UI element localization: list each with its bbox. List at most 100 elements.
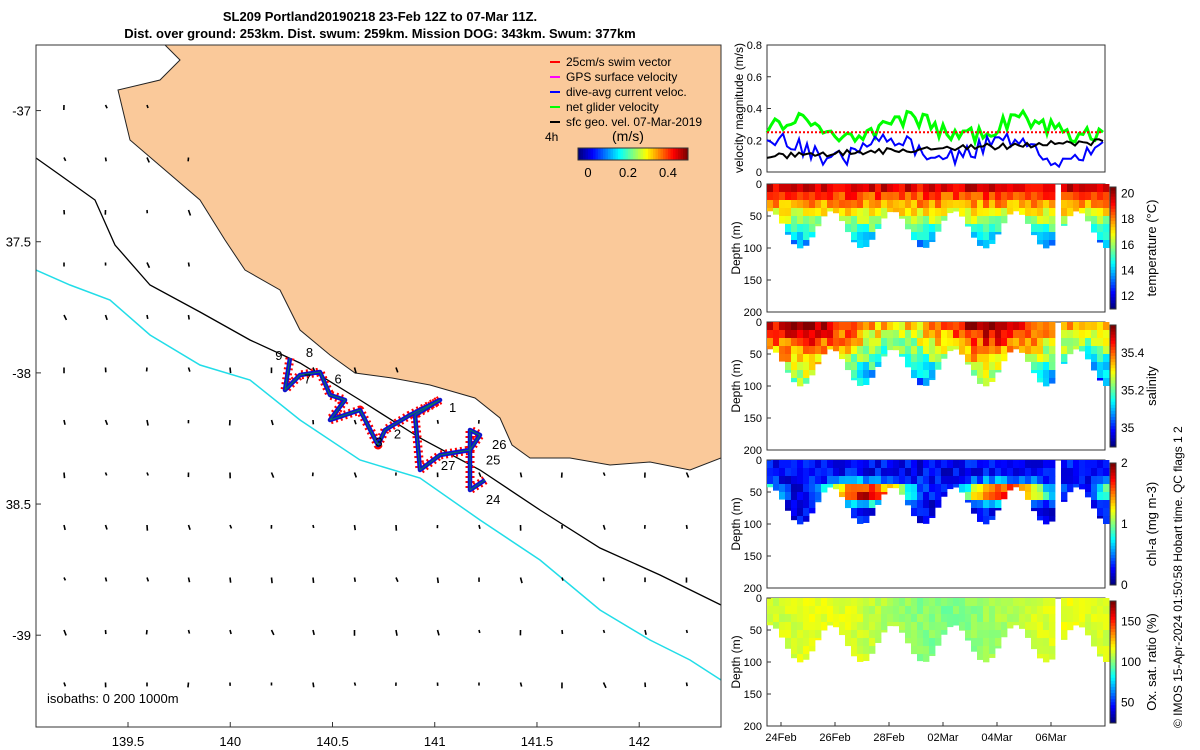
geo-velocity-arrow [519, 577, 523, 584]
section-cell [869, 468, 876, 477]
section-cell [1103, 322, 1110, 331]
section-cell [875, 598, 882, 607]
section-cell [1097, 240, 1104, 243]
section-cell [797, 638, 804, 647]
section-cell [1061, 224, 1068, 226]
section-cell [767, 346, 774, 350]
section-cell [911, 622, 918, 631]
section-cell [863, 492, 870, 501]
section-colorbar-cell [1110, 604, 1116, 608]
section-cell [785, 338, 792, 347]
section-cell [1031, 370, 1038, 374]
section-cell [989, 598, 996, 607]
section-colorbar-cell [1110, 674, 1116, 678]
colorbar-cell [658, 148, 661, 160]
section-cell [983, 516, 990, 525]
section-cell [779, 598, 786, 607]
section-cell [851, 216, 858, 225]
section-cell [965, 622, 972, 631]
section-cell [1091, 184, 1098, 193]
section-colorbar-cell [1110, 208, 1116, 212]
section-cell [833, 192, 840, 201]
section-cell [821, 322, 828, 331]
map-ytick-label: -38 [12, 366, 31, 381]
section-cell [803, 476, 810, 485]
section-cell [851, 232, 858, 241]
geo-velocity-arrow [353, 472, 358, 478]
section-cell [1079, 614, 1086, 623]
section-cell [875, 354, 882, 363]
section-colorbar-cell [1110, 472, 1116, 476]
section-cell [857, 638, 864, 647]
geo-velocity-arrow [104, 157, 107, 162]
section-cell [1079, 598, 1086, 607]
section-cell [797, 606, 804, 615]
section-cell [911, 460, 918, 469]
velocity-ytick-label: 0.2 [747, 135, 762, 147]
section-cell [797, 492, 804, 501]
section-cell [1103, 330, 1110, 339]
section-cell [1043, 378, 1050, 387]
colorbar-cell [660, 148, 664, 160]
section-cell [1049, 240, 1056, 246]
section-cell [875, 330, 882, 339]
section-cell [1001, 330, 1008, 339]
section-cell [1043, 362, 1050, 371]
section-cell [995, 492, 1002, 501]
section-cell [845, 362, 852, 371]
section-cell [809, 460, 816, 469]
section-cell [971, 630, 978, 639]
section-cell [767, 208, 774, 212]
section-cell [1079, 192, 1086, 201]
section-cell [779, 484, 786, 493]
section-cell [1091, 216, 1098, 225]
section-cell [935, 484, 942, 493]
section-cell [977, 484, 984, 493]
section-cell [851, 638, 858, 647]
section-cell [959, 200, 966, 209]
section-cell [941, 460, 948, 469]
section-cell [869, 460, 876, 469]
section-cell [1079, 338, 1086, 347]
section-colorbar-cell [1110, 193, 1116, 197]
geo-velocity-arrow [436, 419, 439, 424]
section-cell [1037, 508, 1044, 517]
section-cell [1097, 362, 1104, 371]
geo-velocity-arrow [312, 682, 315, 688]
section-ytick-label: 0 [756, 317, 762, 329]
section-cell [905, 500, 912, 506]
section-cell [851, 338, 858, 347]
section-colorbar-cell [1110, 251, 1116, 255]
section-cell [1049, 184, 1056, 193]
section-cell [863, 378, 870, 386]
section-cell [911, 614, 918, 623]
section-colorbar-cell [1110, 677, 1116, 681]
section-cell [875, 216, 882, 225]
section-cell [827, 606, 834, 615]
section-cell [827, 468, 834, 477]
section-ytick-label: 50 [750, 625, 762, 637]
geo-velocity-arrow [685, 524, 688, 529]
section-cell [959, 476, 966, 485]
section-cell [1043, 516, 1050, 525]
section-colorbar-cell [1110, 343, 1116, 347]
section-cell [959, 622, 966, 631]
section-colorbar-tick: 35.4 [1121, 346, 1145, 360]
section-cell [1073, 460, 1080, 469]
section-colorbar-cell [1110, 542, 1116, 546]
section-cell [785, 330, 792, 339]
section-colorbar-cell [1110, 539, 1116, 543]
section-cell [917, 338, 924, 347]
section-cell [1043, 192, 1050, 201]
section-cell [1097, 468, 1104, 477]
section-cell [1079, 606, 1086, 615]
section-cell [797, 516, 804, 525]
section-cell [1025, 216, 1032, 224]
section-cell [779, 184, 786, 193]
section-cell [845, 622, 852, 631]
section-cell [857, 492, 864, 501]
section-cell [785, 646, 792, 649]
section-cell [1043, 598, 1050, 607]
section-cell [1031, 216, 1038, 225]
section-cell [863, 362, 870, 371]
